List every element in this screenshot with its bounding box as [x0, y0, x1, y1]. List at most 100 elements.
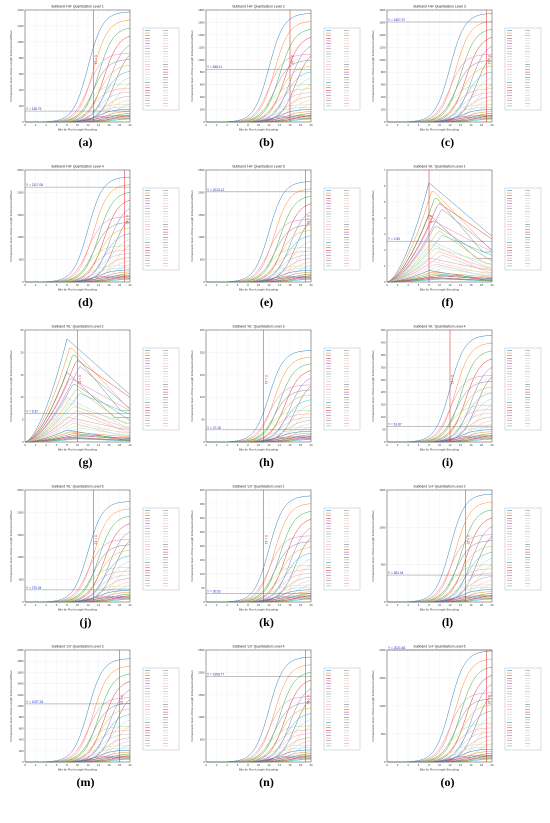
y-tick-label: 450 — [381, 328, 386, 332]
y-tick-label: 15 — [20, 373, 24, 377]
y-tick-label: 0 — [384, 280, 386, 284]
x-tick-label: 18 — [299, 763, 303, 767]
panel-letter: (a) — [79, 135, 93, 149]
panel-letter: (n) — [259, 775, 274, 789]
reference-y-label: Y = 1037.34 — [26, 700, 43, 704]
y-tick-label: 5 — [384, 200, 386, 204]
chart-panel-k: Subband 'LH' Quantization Level 1 0 50 100 1… — [190, 485, 361, 629]
chart-title: Subband 'LH' Quantization Level 3 — [51, 645, 103, 649]
y-tick-label: 2000 — [17, 190, 24, 194]
x-tick-label: 20 — [309, 443, 313, 447]
legend — [504, 187, 542, 271]
y-tick-label: 500 — [200, 738, 205, 742]
x-tick-label: 18 — [118, 763, 122, 767]
x-tick-label: 10 — [76, 443, 80, 447]
y-tick-label: 2000 — [198, 670, 205, 674]
optimal-x-label: X = 19 — [306, 215, 310, 225]
x-axis-label: Bits for Run-Length Encoding — [420, 448, 460, 452]
x-tick-label: 2 — [397, 283, 399, 287]
y-tick-label: 200 — [200, 108, 205, 112]
chart-title: Subband 'HL' Quantization Level 1 — [413, 165, 465, 169]
y-tick-label: 1500 — [379, 488, 386, 492]
y-tick-label: 1000 — [17, 235, 24, 239]
x-tick-label: 6 — [56, 283, 58, 287]
series-line — [386, 273, 493, 283]
x-tick-label: 14 — [278, 283, 282, 287]
legend-box — [504, 27, 542, 111]
y-tick-label: 1500 — [379, 676, 386, 680]
y-axis-label: Compression Gain of Run-Length Enhanced … — [9, 350, 13, 421]
y-tick-label: 1600 — [17, 670, 24, 674]
panel-letter: (b) — [259, 135, 274, 149]
x-tick-label: 8 — [247, 283, 249, 287]
y-tick-label: 250 — [200, 328, 205, 332]
panel-letter: (l) — [442, 615, 453, 629]
y-tick-label: 100 — [200, 395, 205, 399]
x-tick-label: 18 — [118, 123, 122, 127]
x-tick-label: 12 — [267, 443, 271, 447]
reference-y-label: Y = 1607.37 — [388, 18, 405, 22]
optimal-x-label: X = 19 — [125, 215, 129, 225]
x-tick-label: 18 — [480, 443, 484, 447]
y-tick-label: 6 — [384, 184, 386, 188]
x-axis-label: Bits for Run-Length Encoding — [239, 768, 279, 772]
optimal-x-label: X = 12 — [450, 375, 454, 385]
y-axis-label: Compression Gain of Run-Length Enhanced … — [190, 190, 194, 261]
y-tick-label: 350 — [381, 353, 386, 357]
y-tick-label: 1000 — [17, 40, 24, 44]
x-axis-label: Bits for Run-Length Encoding — [239, 448, 279, 452]
panel-letter: (h) — [259, 455, 274, 469]
legend — [323, 27, 361, 111]
y-tick-label: 1800 — [379, 8, 386, 12]
y-tick-label: 200 — [200, 544, 205, 548]
x-axis-label: Bits for Run-Length Encoding — [58, 768, 98, 772]
x-tick-label: 14 — [278, 443, 282, 447]
y-tick-label: 1200 — [379, 45, 386, 49]
x-tick-label: 20 — [309, 283, 313, 287]
optimal-x-label: X = 19 — [306, 695, 310, 705]
x-axis-label: Bits for Run-Length Encoding — [58, 448, 98, 452]
x-tick-label: 4 — [226, 443, 228, 447]
x-tick-label: 10 — [257, 123, 261, 127]
chart-panel-n: Subband 'LH' Quantization Level 4 0 500 100… — [190, 645, 361, 789]
legend-box — [323, 507, 361, 591]
x-tick-label: 14 — [97, 123, 101, 127]
legend-box — [142, 347, 180, 431]
chart-panel-e: Subband 'HH' Quantization Level 5 0 500 100… — [190, 165, 361, 309]
plot-area — [386, 169, 493, 283]
x-tick-label: 4 — [407, 603, 409, 607]
panel-letter: (d) — [78, 295, 93, 309]
x-tick-label: 12 — [448, 123, 452, 127]
optimal-x-label: X = 15 — [466, 535, 470, 545]
x-tick-label: 10 — [438, 283, 442, 287]
series-line — [386, 208, 493, 283]
y-tick-label: 250 — [381, 378, 386, 382]
reference-y-label: Y = 270.04 — [26, 586, 42, 590]
x-tick-label: 20 — [128, 123, 132, 127]
reference-y-label: Y = 2021.66 — [388, 646, 405, 650]
y-tick-label: 500 — [381, 732, 386, 736]
x-tick-label: 16 — [288, 123, 292, 127]
y-tick-label: 100 — [200, 572, 205, 576]
x-tick-label: 6 — [418, 443, 420, 447]
y-axis-label: Compression Gain of Run-Length Enhanced … — [190, 350, 194, 421]
x-tick-label: 0 — [386, 763, 388, 767]
x-tick-label: 20 — [490, 123, 494, 127]
y-tick-label: 800 — [19, 715, 24, 719]
x-axis-label: Bits for Run-Length Encoding — [420, 768, 460, 772]
y-tick-label: 2500 — [198, 648, 205, 652]
x-tick-label: 18 — [480, 603, 484, 607]
y-axis-label: Compression Gain of Run-Length Enhanced … — [371, 670, 375, 741]
y-tick-label: 1800 — [17, 659, 24, 663]
x-tick-label: 4 — [226, 603, 228, 607]
x-tick-label: 10 — [257, 443, 261, 447]
plot-area — [205, 9, 312, 123]
x-tick-label: 10 — [76, 123, 80, 127]
y-tick-label: 1 — [384, 264, 386, 268]
y-axis-label: Compression Gain of Run-Length Enhanced … — [371, 350, 375, 421]
y-tick-label: 1400 — [379, 33, 386, 37]
y-axis-label: Compression Gain of Run-Length Enhanced … — [371, 30, 375, 101]
x-tick-label: 8 — [247, 763, 249, 767]
chart-title: Subband 'HL' Quantization Level 2 — [51, 325, 103, 329]
legend-box — [142, 667, 180, 751]
